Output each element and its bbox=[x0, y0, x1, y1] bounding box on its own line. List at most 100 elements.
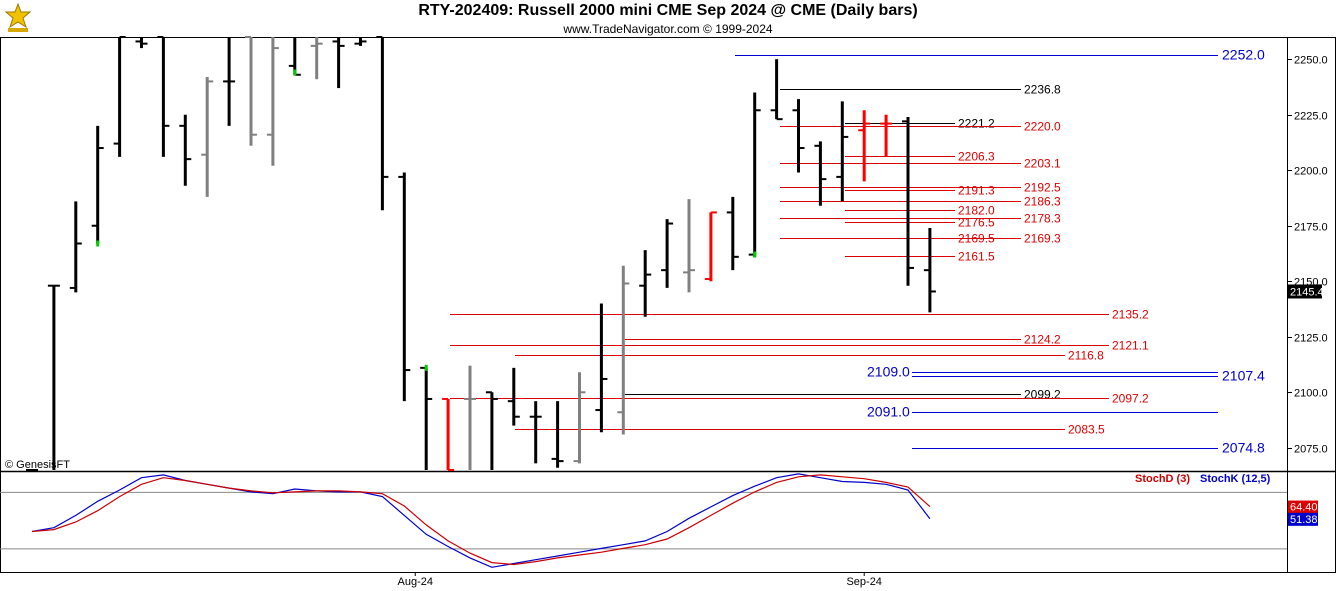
stochk-value-box bbox=[1288, 512, 1318, 526]
level-label: 2161.5 bbox=[958, 250, 995, 264]
price-bar bbox=[485, 391, 498, 470]
chart-title: RTY-202409: Russell 2000 mini CME Sep 20… bbox=[418, 2, 918, 19]
price-bar bbox=[529, 401, 542, 464]
price-bar bbox=[639, 250, 652, 317]
current-price-label: 2145.4 bbox=[1290, 286, 1324, 298]
price-bar bbox=[683, 199, 695, 293]
price-bar bbox=[551, 401, 564, 468]
price-bar bbox=[310, 37, 323, 80]
stoch-line bbox=[31, 474, 931, 566]
price-bar bbox=[507, 367, 520, 426]
price-bar bbox=[332, 37, 345, 89]
price-bar bbox=[47, 284, 60, 470]
level-label: 2236.8 bbox=[1024, 83, 1061, 97]
y-tick-label: 2175.0 bbox=[1294, 222, 1328, 234]
stoch-legend-label: StochK (12,5) bbox=[1200, 473, 1271, 485]
stochd-value-label: 64.40 bbox=[1290, 502, 1318, 514]
price-bar bbox=[661, 219, 674, 288]
price-bar bbox=[792, 99, 805, 173]
price-bar bbox=[113, 36, 126, 157]
signal-mark bbox=[424, 364, 428, 371]
level-label: 2192.5 bbox=[1024, 181, 1061, 195]
level-label: 2124.2 bbox=[1024, 333, 1061, 347]
trade-navigator-logo-icon bbox=[4, 2, 32, 32]
price-bar bbox=[595, 303, 608, 433]
price-bar bbox=[814, 141, 827, 206]
price-bar bbox=[288, 37, 301, 76]
level-label: 2221.2 bbox=[958, 117, 995, 131]
level-label: 2074.8 bbox=[1222, 440, 1265, 456]
price-bar bbox=[704, 211, 717, 282]
y-tick-label: 2125.0 bbox=[1294, 333, 1328, 345]
level-label: 2252.0 bbox=[1222, 47, 1265, 63]
chart-subtitle: www.TradeNavigator.com © 1999-2024 bbox=[563, 22, 773, 36]
level-label: 2107.4 bbox=[1222, 368, 1265, 384]
level-label: 2176.5 bbox=[958, 216, 995, 230]
price-bar bbox=[266, 37, 279, 166]
price-bar bbox=[420, 364, 433, 470]
price-bar bbox=[376, 36, 389, 211]
time-axis: Aug-24 Sep-24 bbox=[398, 572, 882, 588]
price-bar bbox=[858, 110, 871, 182]
signal-mark bbox=[96, 240, 100, 247]
price-bar bbox=[726, 196, 739, 271]
price-levels: 2252.0 2236.8 2221.2 2220.0 2206.3 2203.1 2191… bbox=[450, 47, 1265, 456]
price-bar bbox=[398, 172, 411, 402]
price-bar bbox=[573, 372, 586, 464]
level-label: 2191.3 bbox=[958, 184, 995, 198]
level-label: 2135.2 bbox=[1112, 308, 1149, 322]
signal-mark bbox=[293, 69, 297, 76]
y-tick-label: 2100.0 bbox=[1294, 388, 1328, 400]
price-bar bbox=[91, 125, 104, 247]
price-bar bbox=[748, 92, 761, 258]
price-bar bbox=[836, 101, 849, 202]
y-tick-label: 2200.0 bbox=[1294, 166, 1328, 178]
price-bar bbox=[135, 37, 148, 49]
level-label: 2099.2 bbox=[1024, 388, 1061, 402]
price-bar bbox=[880, 114, 893, 157]
price-bar bbox=[770, 59, 783, 121]
current-price-box bbox=[1288, 284, 1322, 299]
level-label: 2121.1 bbox=[1112, 339, 1149, 353]
stoch-line bbox=[31, 473, 931, 568]
price-bar bbox=[201, 76, 214, 197]
signal-mark bbox=[753, 251, 757, 258]
price-bar bbox=[157, 36, 170, 157]
level-label: 2203.1 bbox=[1024, 157, 1061, 171]
level-label: 2178.3 bbox=[1024, 212, 1061, 226]
x-tick-label: Aug-24 bbox=[398, 576, 433, 588]
level-label: 2083.5 bbox=[1068, 423, 1105, 437]
level-label: 2169.3 bbox=[1024, 232, 1061, 246]
price-bar bbox=[354, 37, 367, 46]
price-bars bbox=[26, 36, 936, 471]
watermark: © GenesisFT bbox=[5, 459, 70, 471]
level-label: 2206.3 bbox=[958, 150, 995, 164]
stochd-value-box bbox=[1288, 500, 1318, 514]
y-tick-label: 2225.0 bbox=[1294, 111, 1328, 123]
price-bar bbox=[617, 265, 630, 435]
price-bar bbox=[464, 365, 476, 470]
price-bar bbox=[223, 37, 236, 126]
y-tick-label: 2250.0 bbox=[1294, 55, 1328, 67]
price-bar bbox=[69, 201, 82, 293]
level-label: 2220.0 bbox=[1024, 120, 1061, 134]
level-label: 2109.0 bbox=[867, 364, 910, 380]
price-bar bbox=[442, 397, 455, 471]
stochk-value-label: 51.38 bbox=[1290, 514, 1318, 526]
level-label: 2186.3 bbox=[1024, 195, 1061, 209]
level-label: 2116.8 bbox=[1068, 349, 1104, 363]
x-tick-label: Sep-24 bbox=[846, 576, 881, 588]
y-tick-label: 2075.0 bbox=[1294, 444, 1328, 456]
price-bar bbox=[923, 227, 936, 313]
level-label: 2097.2 bbox=[1112, 392, 1149, 406]
level-label: 2182.0 bbox=[958, 204, 995, 218]
level-label: 2091.0 bbox=[867, 404, 910, 420]
price-bar bbox=[902, 116, 914, 286]
stoch-legend-label: StochD (3) bbox=[1135, 473, 1190, 485]
price-axis: 2075.02100.02125.02150.02175.02200.02225… bbox=[1287, 55, 1328, 456]
price-bar bbox=[179, 114, 192, 186]
price-bar bbox=[245, 36, 257, 146]
